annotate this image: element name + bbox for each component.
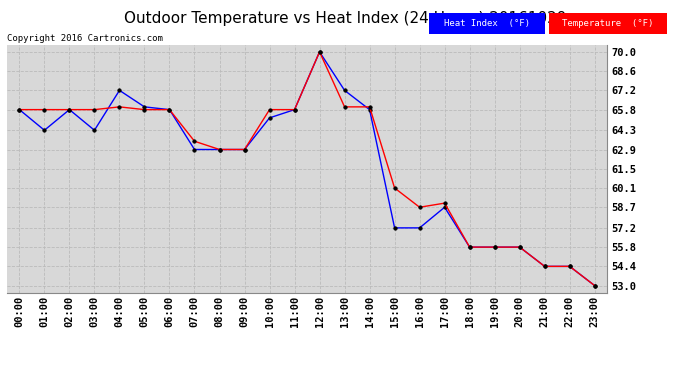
Text: Copyright 2016 Cartronics.com: Copyright 2016 Cartronics.com	[7, 34, 163, 43]
Text: Temperature  (°F): Temperature (°F)	[562, 19, 653, 28]
Text: Heat Index  (°F): Heat Index (°F)	[444, 19, 530, 28]
Text: Outdoor Temperature vs Heat Index (24 Hours) 20161029: Outdoor Temperature vs Heat Index (24 Ho…	[124, 11, 566, 26]
